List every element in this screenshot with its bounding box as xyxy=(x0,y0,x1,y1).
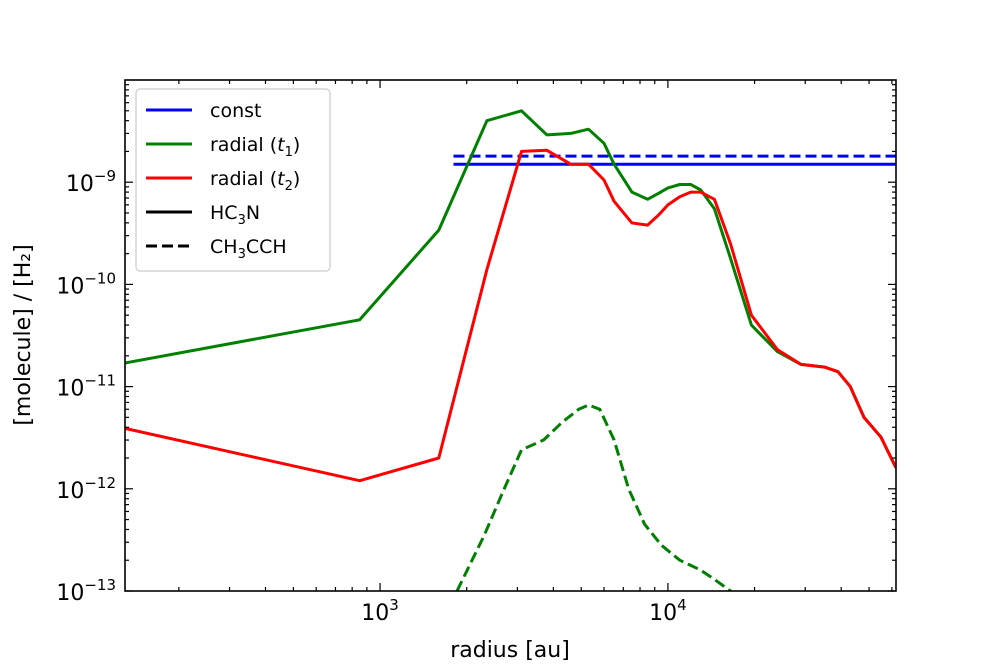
series-line-4 xyxy=(455,403,733,591)
y-tick-label: 10−12 xyxy=(56,474,116,504)
tick-layer: 103 104 10−9 10−10 10−11 10−12 10−13 xyxy=(56,80,896,626)
x-tick-label: 103 xyxy=(361,596,399,626)
legend-label: radial (t1) xyxy=(210,134,300,160)
legend-box xyxy=(135,88,331,272)
legend-label: CH3CCH xyxy=(210,236,287,262)
x-tick-label: 104 xyxy=(649,596,687,626)
x-axis-label: radius [au] xyxy=(450,638,570,663)
series-line-3 xyxy=(125,148,896,483)
y-tick-label: 10−13 xyxy=(56,576,116,606)
legend: const radial (t1) radial (t2) HC3N CH3CCH xyxy=(135,88,331,272)
y-tick-label: 10−11 xyxy=(56,372,116,402)
y-axis-label: [molecule] / [H₂] xyxy=(11,244,36,425)
legend-label: const xyxy=(210,100,261,122)
y-tick-label: 10−10 xyxy=(56,269,116,299)
y-tick-label: 10−9 xyxy=(66,167,116,197)
legend-label: HC3N xyxy=(210,202,260,228)
plot-frame xyxy=(124,79,897,592)
legend-label: radial (t2) xyxy=(210,168,300,194)
series-layer xyxy=(125,109,896,591)
